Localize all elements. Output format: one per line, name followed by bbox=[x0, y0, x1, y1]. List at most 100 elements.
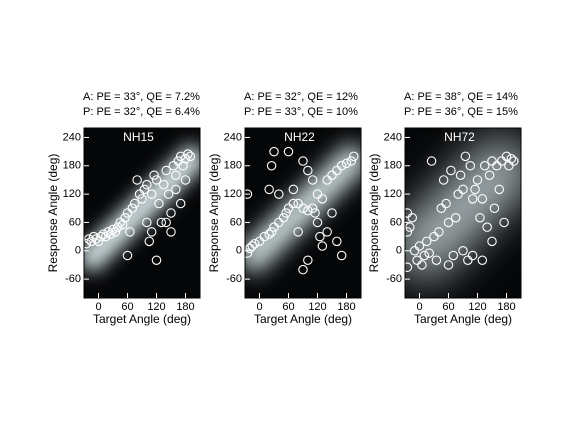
y-tick-label: 240 bbox=[63, 131, 81, 143]
point bbox=[259, 231, 270, 242]
point bbox=[463, 255, 473, 265]
point bbox=[303, 255, 313, 265]
point bbox=[472, 175, 483, 185]
point bbox=[180, 175, 191, 185]
point bbox=[332, 236, 342, 247]
panel: 0 60 120 180 -60 0 60 120 180 240 NH15 A: PE = 33°,… bbox=[46, 91, 201, 326]
point bbox=[175, 198, 186, 209]
point bbox=[278, 212, 289, 223]
panel: 0 60 120 180 -60 0 60 120 180 240 NH22 A: PE = 32°,… bbox=[207, 91, 362, 326]
point bbox=[151, 175, 162, 185]
point bbox=[332, 165, 342, 176]
point bbox=[249, 238, 260, 249]
annotation: A: PE = 33°, QE = 7.2% bbox=[83, 91, 200, 103]
point bbox=[130, 198, 140, 209]
point bbox=[484, 170, 495, 180]
point bbox=[269, 146, 279, 157]
point bbox=[156, 217, 167, 228]
point bbox=[125, 227, 135, 237]
point bbox=[508, 156, 519, 166]
point bbox=[146, 189, 157, 199]
y-tick-label: 180 bbox=[224, 160, 242, 172]
point bbox=[327, 170, 337, 180]
x-tick-label: 180 bbox=[337, 301, 355, 313]
y-tick-label: 240 bbox=[224, 131, 242, 143]
point bbox=[341, 158, 352, 169]
heatmap bbox=[405, 128, 521, 298]
y-tick-label: 0 bbox=[396, 245, 402, 257]
point bbox=[110, 227, 121, 237]
y-tick-label: -60 bbox=[226, 273, 242, 285]
point bbox=[180, 153, 191, 164]
y-tick-label: -60 bbox=[386, 273, 402, 285]
x-tick-label: 120 bbox=[147, 301, 165, 313]
point bbox=[146, 227, 157, 237]
y-tick-label: 60 bbox=[390, 216, 402, 228]
point bbox=[264, 184, 274, 195]
panel-title: NH72 bbox=[444, 130, 475, 144]
y-tick-label: 0 bbox=[236, 245, 242, 257]
point bbox=[405, 208, 413, 218]
point bbox=[93, 236, 104, 247]
point bbox=[96, 231, 106, 242]
point bbox=[312, 217, 323, 228]
point bbox=[487, 156, 497, 166]
point bbox=[266, 227, 277, 237]
point bbox=[446, 165, 456, 176]
point bbox=[108, 224, 118, 235]
point bbox=[417, 260, 427, 270]
point bbox=[419, 250, 430, 261]
point bbox=[288, 198, 299, 209]
plot-frame bbox=[404, 127, 522, 299]
point bbox=[183, 149, 193, 159]
y-tick-label: 120 bbox=[224, 188, 242, 200]
point bbox=[443, 217, 454, 228]
point bbox=[103, 227, 113, 237]
x-tick-label: 60 bbox=[282, 301, 294, 313]
y-tick-label: 60 bbox=[69, 216, 81, 228]
point bbox=[506, 153, 517, 164]
point bbox=[144, 236, 155, 247]
y-tick-label: 120 bbox=[63, 188, 81, 200]
annotation: P: PE = 33°, QE = 10% bbox=[244, 106, 358, 118]
point bbox=[274, 217, 284, 228]
x-tick-label: 60 bbox=[442, 301, 454, 313]
y-tick-label: 240 bbox=[384, 131, 402, 143]
point bbox=[264, 229, 274, 240]
point bbox=[336, 250, 347, 261]
point bbox=[115, 217, 126, 228]
y-tick-label: -60 bbox=[65, 273, 81, 285]
point bbox=[501, 151, 512, 162]
point bbox=[163, 189, 174, 199]
point bbox=[84, 234, 94, 244]
x-axis-label: Target Angle (deg) bbox=[414, 312, 512, 326]
point bbox=[460, 151, 471, 162]
point bbox=[482, 222, 492, 232]
x-tick-label: 180 bbox=[497, 301, 515, 313]
point bbox=[171, 170, 181, 180]
point bbox=[283, 203, 294, 214]
panel-title: NH15 bbox=[123, 130, 154, 144]
x-tick-label: 0 bbox=[416, 301, 422, 313]
point bbox=[443, 260, 454, 270]
point bbox=[467, 250, 478, 261]
point bbox=[405, 222, 415, 232]
point bbox=[434, 227, 444, 237]
point bbox=[487, 236, 497, 247]
y-axis-label: Response Angle (deg) bbox=[367, 154, 381, 273]
point bbox=[127, 203, 138, 214]
point bbox=[455, 170, 466, 180]
point bbox=[470, 184, 480, 195]
point bbox=[499, 217, 509, 228]
point bbox=[317, 241, 328, 251]
x-tick-label: 120 bbox=[308, 301, 326, 313]
y-tick-label: 120 bbox=[384, 188, 402, 200]
points bbox=[405, 151, 519, 273]
point bbox=[431, 255, 442, 265]
plot-frame bbox=[244, 127, 362, 299]
point bbox=[245, 248, 253, 258]
point bbox=[88, 231, 99, 242]
point bbox=[441, 198, 451, 209]
